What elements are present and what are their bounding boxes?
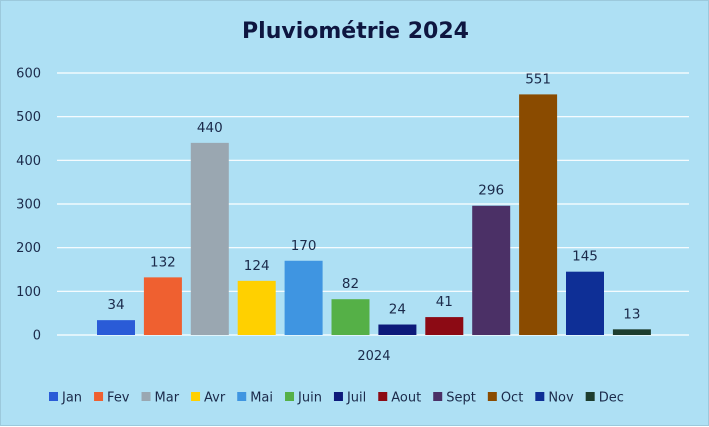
y-tick-label-400: 400: [16, 154, 41, 169]
legend-entry-avr: Avr: [204, 391, 226, 406]
legend-entry-dec: Dec: [599, 391, 624, 406]
data-label-sept: 296: [478, 183, 504, 199]
legend-swatch-sept: [433, 392, 443, 401]
legend-swatch-dec: [585, 392, 595, 401]
legend-entry-jan: Jan: [61, 391, 82, 406]
legend-swatch-jan: [49, 392, 58, 401]
legend-swatch-nov: [535, 392, 545, 401]
bar-aout: [425, 317, 464, 335]
legend-swatch-mar: [141, 392, 151, 401]
legend-swatch-juin: [285, 392, 295, 401]
data-label-mai: 170: [291, 238, 317, 254]
data-label-aout: 41: [436, 294, 453, 310]
data-label-mar: 440: [197, 120, 223, 136]
legend-entry-sept: Sept: [446, 391, 476, 406]
legend-entry-juil: Juil: [346, 391, 366, 406]
y-tick-label-500: 500: [16, 110, 41, 125]
legend-entry-mai: Mai: [250, 391, 273, 406]
x-category-label: 2024: [357, 349, 390, 364]
bar-fev: [143, 277, 182, 335]
legend-entry-mar: Mar: [155, 391, 180, 406]
y-tick-label-0: 0: [33, 329, 41, 344]
data-label-nov: 145: [572, 249, 598, 265]
bar-juil: [378, 324, 417, 335]
y-tick-label-300: 300: [16, 198, 41, 213]
data-label-juil: 24: [389, 302, 406, 318]
y-tick-label-200: 200: [16, 241, 41, 256]
bar-sept: [472, 205, 511, 335]
bar-mar: [190, 142, 229, 335]
legend-swatch-juil: [333, 392, 343, 401]
bar-avr: [237, 280, 276, 335]
bar-nov: [566, 271, 604, 335]
bar-dec: [612, 329, 651, 335]
bar-mai: [284, 260, 323, 335]
legend-entry-nov: Nov: [548, 391, 574, 406]
legend-swatch-aout: [378, 392, 388, 401]
legend-entry-fev: Fev: [107, 391, 130, 406]
bar-jan: [97, 320, 135, 335]
data-label-juin: 82: [342, 276, 359, 292]
legend-entry-aout: Aout: [391, 391, 421, 406]
data-label-dec: 13: [623, 306, 640, 322]
legend-entry-juin: Juin: [297, 391, 322, 406]
bar-juin: [331, 299, 370, 335]
chart-title: Pluviométrie 2024: [242, 19, 469, 44]
legend-swatch-oct: [487, 392, 497, 401]
data-label-oct: 551: [525, 71, 551, 87]
data-label-jan: 34: [107, 297, 124, 313]
bar-oct: [519, 94, 558, 335]
legend-swatch-fev: [94, 392, 104, 401]
data-label-fev: 132: [150, 254, 176, 270]
legend-entry-oct: Oct: [501, 391, 523, 406]
legend-swatch-mai: [237, 392, 247, 401]
y-tick-label-600: 600: [16, 67, 41, 82]
y-tick-label-100: 100: [16, 285, 41, 300]
legend-swatch-avr: [191, 392, 201, 401]
data-label-avr: 124: [244, 258, 270, 274]
